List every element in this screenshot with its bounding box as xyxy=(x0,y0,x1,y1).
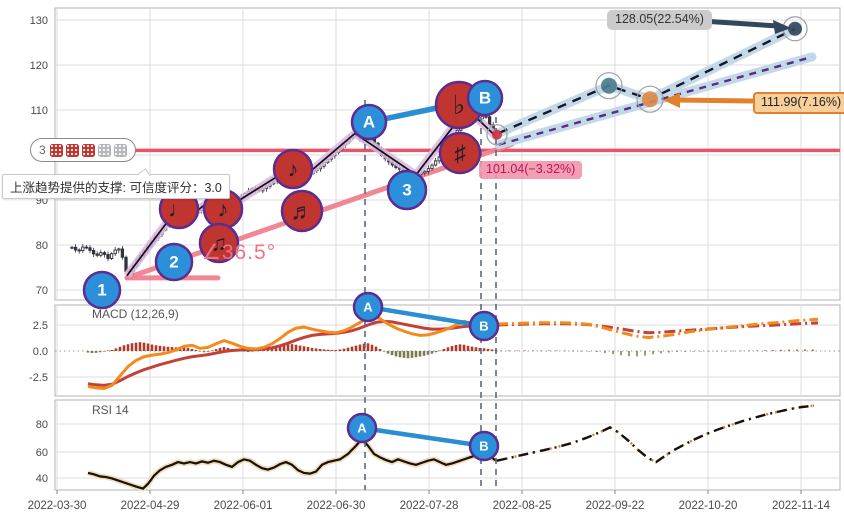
macd-ab-connector[interactable] xyxy=(367,304,485,329)
macd-panel-title: MACD (12,26,9) xyxy=(92,307,179,321)
svg-text:A: A xyxy=(363,300,373,315)
svg-text:A: A xyxy=(363,113,375,132)
rsi-panel-title: RSI 14 xyxy=(92,403,129,417)
strength-icon xyxy=(113,143,127,157)
svg-text:2: 2 xyxy=(169,253,178,272)
wave-marker-1[interactable]: 1 xyxy=(82,270,122,310)
svg-text:B: B xyxy=(479,89,491,108)
svg-text:1: 1 xyxy=(97,281,106,300)
svg-text:A: A xyxy=(357,421,367,436)
y-axis-tick-label: 40 xyxy=(36,473,48,485)
wave-marker-B[interactable]: B xyxy=(468,310,500,342)
price-target-high-label[interactable]: 128.05(22.54%) xyxy=(607,10,712,30)
y-axis-tick-label: 2.5 xyxy=(33,320,48,332)
y-axis-tick-label: 130 xyxy=(30,15,48,27)
rsi-panel-grid: 80 60 40 xyxy=(36,399,841,491)
x-axis-date-label: 2022-09-22 xyxy=(586,500,645,512)
support-tooltip: 上涨趋势提供的支撑: 可信度评分：3.0 xyxy=(2,174,230,199)
svg-text:♬: ♬ xyxy=(291,198,314,224)
x-axis-date-label: 2022-10-20 xyxy=(679,500,738,512)
strength-icon xyxy=(49,143,63,157)
y-axis-tick-label: -2.5 xyxy=(29,372,48,384)
rsi-forecast-line xyxy=(496,404,815,464)
strength-icon xyxy=(65,143,79,157)
y-axis-tick-label: 80 xyxy=(36,240,48,252)
rsi-line xyxy=(87,437,498,490)
target-high-arrow xyxy=(701,18,779,29)
support-level-label[interactable]: 101.04(−3.32%) xyxy=(479,161,583,179)
y-axis-tick-label: 110 xyxy=(30,105,48,117)
wave-marker-B[interactable]: B xyxy=(468,430,500,462)
y-axis-tick-label: 0.0 xyxy=(33,346,48,358)
y-axis-tick-label: 80 xyxy=(36,419,48,431)
y-axis-tick-label: 70 xyxy=(36,285,48,297)
wave-marker-3[interactable]: 3 xyxy=(386,169,428,211)
x-axis-date-label: 2022-06-30 xyxy=(307,500,366,512)
wave-marker-A[interactable]: A xyxy=(352,291,384,323)
wave-marker-A[interactable]: A xyxy=(350,103,388,141)
rsi-panel-content xyxy=(87,404,815,492)
svg-text:♪: ♪ xyxy=(288,157,299,182)
macd-panel-grid: 2.5 0.0 -2.5 xyxy=(29,304,841,397)
x-axis-date-label: 2022-07-28 xyxy=(400,500,459,512)
x-axis: 2022-03-30 2022-04-29 2022-06-01 2022-06-30… xyxy=(28,490,831,512)
target-mid-arrow xyxy=(675,97,754,104)
x-axis-date-label: 2022-08-25 xyxy=(493,500,552,512)
svg-text:B: B xyxy=(479,439,488,454)
strength-icons xyxy=(49,143,127,157)
strength-icon xyxy=(81,143,95,157)
rsi-forecast-dots xyxy=(496,404,815,464)
pattern-marker-♩[interactable]: ♩ xyxy=(158,188,200,230)
macd-line xyxy=(87,314,498,390)
forecast-point-last[interactable] xyxy=(492,129,502,140)
svg-text:♫: ♫ xyxy=(211,231,227,256)
svg-text:B: B xyxy=(479,319,488,334)
macd-line-forecast xyxy=(496,317,819,339)
trend-angle-label: ∠36.5° xyxy=(202,241,277,264)
forecast-point-end[interactable] xyxy=(788,21,802,36)
x-axis-date-label: 2022-11-14 xyxy=(772,500,831,512)
y-axis-tick-label: 120 xyxy=(30,60,48,72)
y-axis-tick-label: 60 xyxy=(36,447,48,459)
forecast-point-teal[interactable] xyxy=(601,77,617,94)
forecast-main-line[interactable] xyxy=(498,27,796,135)
x-axis-date-label: 2022-03-30 xyxy=(28,500,87,512)
macd-signal-line xyxy=(87,319,498,387)
forecast-point-ring xyxy=(595,72,623,100)
target-high-arrow-head xyxy=(773,20,791,34)
price-target-mid-label[interactable]: 111.99(7.16%) xyxy=(753,92,844,114)
forecast-point-ring xyxy=(636,85,664,113)
forecast-main-band xyxy=(494,24,800,138)
pattern-marker-♯[interactable]: ♯ xyxy=(438,131,482,175)
pattern-marker-♪[interactable]: ♪ xyxy=(272,148,314,190)
macd-panel-content xyxy=(55,314,840,390)
wave-marker-A[interactable]: A xyxy=(346,412,378,444)
x-axis-date-label: 2022-04-29 xyxy=(121,500,180,512)
pattern-marker-♬[interactable]: ♬ xyxy=(280,189,324,233)
target-mid-arrow-head xyxy=(663,93,680,108)
confidence-badge-value: 3 xyxy=(39,143,46,157)
svg-text:♩: ♩ xyxy=(168,197,190,222)
strength-icon xyxy=(97,143,111,157)
rsi-ab-connector[interactable] xyxy=(361,425,485,449)
wave-marker-B[interactable]: B xyxy=(466,79,504,117)
wave-marker-2[interactable]: 2 xyxy=(154,242,194,282)
svg-text:♭: ♭ xyxy=(453,90,465,120)
forecast-point-orange[interactable] xyxy=(642,91,658,108)
x-axis-date-label: 2022-06-01 xyxy=(214,500,273,512)
svg-text:♪: ♪ xyxy=(218,197,229,222)
confidence-badge[interactable]: 3 xyxy=(30,138,136,162)
pattern-marker-♫[interactable]: ♫ xyxy=(198,222,240,264)
svg-text:♯: ♯ xyxy=(454,140,466,166)
svg-text:3: 3 xyxy=(402,181,411,200)
forecast-point-ring xyxy=(486,124,508,146)
